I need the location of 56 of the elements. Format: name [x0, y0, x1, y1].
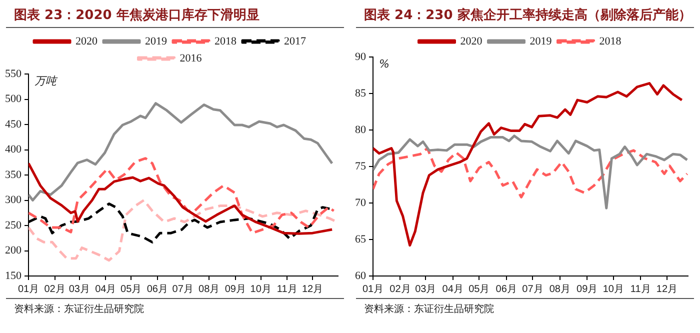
x-tick-label: 05月 [120, 284, 142, 295]
y-tick-label: 300 [5, 194, 22, 206]
y-tick-label: 200 [5, 244, 22, 257]
legend-label: 2017 [284, 35, 306, 48]
y-tick-label: 150 [5, 270, 22, 282]
legend-label: 2019 [530, 35, 552, 48]
y-tick-label: 550 [5, 68, 22, 80]
x-tick-label: 02月 [44, 284, 66, 295]
y-tick-label: 75 [355, 160, 366, 172]
y-tick-label: 350 [5, 168, 22, 181]
y-tick-label: 400 [5, 144, 22, 156]
y-tick-label: 60 [355, 270, 366, 282]
y-tick-label: 80 [355, 124, 366, 136]
legend-label: 2019 [145, 35, 168, 48]
y-tick-label: 65 [355, 233, 366, 246]
legend-label: 2020 [76, 35, 98, 48]
chart-title: 图表 23：2020 年焦炭港口库存下滑明显 [6, 0, 344, 28]
line-series [28, 199, 338, 262]
legend-label: 2018 [599, 35, 622, 48]
x-tick-label: 02月 [390, 284, 411, 295]
x-tick-label: 07月 [172, 284, 194, 295]
x-tick-label: 08月 [549, 284, 570, 295]
x-tick-label: 08月 [198, 284, 220, 295]
text: 资料来源：东证衍生品研究院 [6, 298, 344, 316]
x-tick-label: 03月 [68, 284, 90, 295]
x-tick-label: 11月 [630, 284, 651, 295]
y-tick-label: 500 [5, 93, 22, 106]
y-axis-title: 万吨 [34, 74, 58, 88]
x-tick-label: 04月 [442, 284, 464, 295]
x-tick-label: 04月 [95, 284, 116, 295]
y-tick-label: 90 [355, 50, 366, 63]
y-tick-label: 70 [355, 196, 366, 209]
x-tick-label: 01月 [362, 284, 384, 295]
x-tick-label: 11月 [276, 284, 298, 295]
x-tick-label: 05月 [468, 284, 490, 295]
y-tick-label: 250 [5, 219, 22, 232]
x-tick-label: 06月 [146, 284, 168, 295]
legend-label: 2016 [180, 52, 202, 64]
x-tick-label: 12月 [302, 284, 324, 295]
y-axis-title: % [379, 57, 390, 70]
x-tick-label: 01月 [18, 284, 40, 295]
y-tick-label: 85 [355, 87, 366, 100]
legend-label: 2020 [460, 35, 483, 48]
x-tick-label: 09月 [224, 284, 246, 295]
legend-label: 2018 [214, 35, 237, 48]
y-tick-label: 450 [5, 118, 22, 130]
chart-title: 图表 24：230 家焦企开工率持续走高（剔除落后产能） [356, 0, 694, 28]
x-tick-label: 10月 [250, 284, 272, 295]
x-tick-label: 03月 [415, 284, 436, 295]
x-tick-label: 06月 [496, 284, 517, 295]
text: 资料来源：东证衍生品研究院 [356, 298, 694, 316]
x-tick-label: 07月 [522, 284, 544, 295]
line-series [373, 147, 688, 198]
x-tick-label: 10月 [602, 284, 624, 295]
x-tick-label: 12月 [656, 284, 678, 295]
x-tick-label: 09月 [576, 284, 598, 295]
